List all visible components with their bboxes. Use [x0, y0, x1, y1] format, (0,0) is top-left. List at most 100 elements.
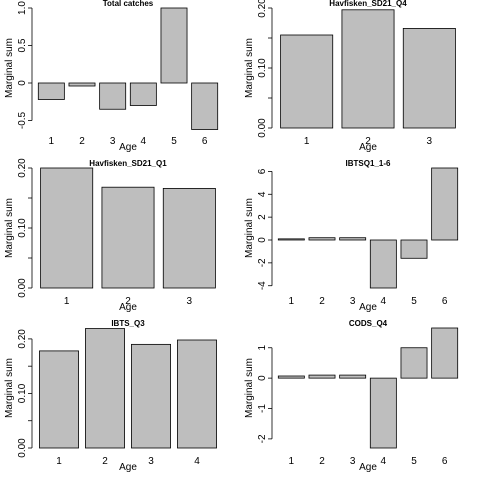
- bar-age-1: [277, 238, 305, 241]
- bar-age-3: [402, 27, 456, 129]
- bar-age-2: [68, 82, 96, 87]
- bar-age-3: [131, 343, 171, 449]
- panel-6: CODS_Q4 1 2 3 4 5 6 -2 -1 0 1 Age Marginal sum: [244, 319, 459, 473]
- bar-age-4: [369, 239, 397, 289]
- x-tick-label: 1: [289, 296, 295, 307]
- x-axis-label: Age: [359, 142, 377, 153]
- x-axis-label: Age: [359, 462, 377, 473]
- bar-age-1: [280, 34, 334, 129]
- x-axis-label: Age: [359, 302, 377, 313]
- bar-age-2: [341, 9, 395, 129]
- bar-age-2: [308, 237, 336, 241]
- panel-title: Havfisken_SD21_Q1: [89, 159, 167, 168]
- bar-age-3: [162, 187, 216, 289]
- x-tick-label: 1: [56, 456, 62, 467]
- y-tick-label: 0.10: [17, 218, 28, 238]
- y-tick-label: 1.0: [17, 1, 28, 15]
- panel-3: Havfisken_SD21_Q1 1 2 3 0.00 0.10 0.20 Age Margi…: [4, 158, 216, 313]
- bar-age-4: [177, 339, 217, 449]
- x-tick-label: 4: [381, 296, 387, 307]
- x-tick-label: 2: [319, 456, 325, 467]
- y-tick-label: 0: [257, 237, 268, 243]
- x-tick-label: 4: [194, 456, 200, 467]
- bar-age-2: [308, 374, 336, 379]
- y-tick-label: -4: [257, 281, 268, 290]
- y-tick-label: 0.10: [17, 383, 28, 403]
- bar-age-2: [85, 328, 125, 449]
- bar-age-1: [277, 375, 305, 379]
- x-tick-label: 1: [289, 456, 295, 467]
- bar-age-3: [99, 82, 127, 110]
- bar-age-3: [339, 374, 367, 379]
- y-axis-label: Marginal sum: [4, 358, 15, 418]
- x-tick-label: 1: [49, 136, 55, 147]
- bar-age-4: [369, 377, 397, 449]
- x-tick-label: 5: [411, 296, 417, 307]
- x-tick-label: 1: [64, 296, 70, 307]
- y-axis-label: Marginal sum: [244, 198, 255, 258]
- y-tick-label: -1: [257, 404, 268, 413]
- x-tick-label: 3: [427, 136, 433, 147]
- bar-age-6: [431, 167, 459, 241]
- bar-age-5: [400, 239, 428, 259]
- x-axis-label: Age: [119, 462, 137, 473]
- y-tick-label: 0.5: [17, 38, 28, 52]
- y-tick-label: 0.20: [17, 329, 28, 349]
- bar-age-1: [40, 167, 94, 289]
- y-tick-label: -2: [257, 258, 268, 267]
- y-tick-label: -0.5: [17, 111, 28, 129]
- panel-2: Havfisken_SD21_Q4 1 2 3 0.00 0.10 0.20 Age Margi…: [244, 0, 456, 153]
- y-tick-label: 0.20: [17, 158, 28, 178]
- y-tick-label: 1: [257, 345, 268, 351]
- y-axis-label: Marginal sum: [4, 198, 15, 258]
- y-axis-label: Marginal sum: [244, 358, 255, 418]
- panel-title: CODS_Q4: [349, 319, 388, 328]
- y-tick-label: 0.20: [257, 0, 268, 18]
- x-tick-label: 1: [304, 136, 310, 147]
- y-tick-label: -2: [257, 434, 268, 443]
- panel-title: Total catches: [103, 0, 154, 8]
- bar-age-5: [160, 7, 188, 84]
- bar-age-3: [339, 237, 367, 241]
- x-tick-label: 2: [102, 456, 108, 467]
- x-tick-label: 5: [171, 136, 177, 147]
- x-tick-label: 6: [202, 136, 208, 147]
- panel-1: Total catches 1 2 3 4 5 6 -0.5 0 0.5 1.0 Age Margina…: [4, 0, 219, 153]
- y-tick-label: 2: [257, 214, 268, 220]
- x-axis-label: Age: [119, 302, 137, 313]
- y-tick-label: 0: [17, 80, 28, 86]
- x-tick-label: 3: [187, 296, 193, 307]
- y-axis-label: Marginal sum: [244, 38, 255, 98]
- y-tick-label: 0.00: [17, 278, 28, 298]
- y-tick-label: 4: [257, 191, 268, 197]
- x-tick-label: 4: [381, 456, 387, 467]
- panel-5: IBTS_Q3 1 2 3 4 0.00 0.10 0.20 Age Marginal sum: [4, 319, 217, 473]
- panel-title: IBTS_Q3: [111, 319, 145, 328]
- x-tick-label: 2: [79, 136, 85, 147]
- x-tick-label: 2: [319, 296, 325, 307]
- bar-age-5: [400, 347, 428, 379]
- x-tick-label: 3: [148, 456, 154, 467]
- bar-age-2: [101, 186, 155, 289]
- bar-age-1: [37, 82, 65, 100]
- y-tick-label: 0.10: [257, 58, 268, 78]
- x-tick-label: 6: [442, 456, 448, 467]
- x-tick-label: 4: [141, 136, 147, 147]
- panel-title: IBTSQ1_1-6: [346, 159, 391, 168]
- panel-title: Havfisken_SD21_Q4: [329, 0, 407, 8]
- x-axis-label: Age: [119, 142, 137, 153]
- bar-age-4: [129, 82, 157, 106]
- x-tick-label: 2: [125, 296, 131, 307]
- y-tick-label: 0.00: [17, 438, 28, 458]
- y-axis-label: Marginal sum: [4, 38, 15, 98]
- x-tick-label: 3: [110, 136, 116, 147]
- x-tick-label: 3: [350, 456, 356, 467]
- y-tick-label: 0.00: [257, 118, 268, 138]
- x-tick-label: 2: [365, 136, 371, 147]
- y-tick-label: 0: [257, 375, 268, 381]
- y-tick-label: 6: [257, 168, 268, 174]
- x-tick-label: 6: [442, 296, 448, 307]
- x-tick-label: 5: [411, 456, 417, 467]
- bar-age-6: [191, 82, 219, 130]
